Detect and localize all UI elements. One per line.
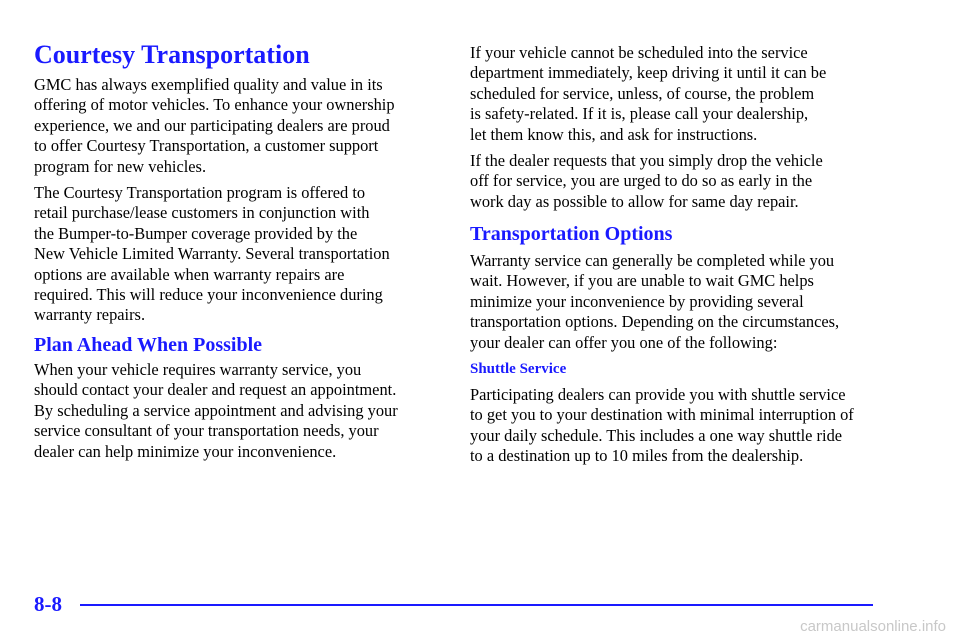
text-line: Participating dealers can provide you wi… xyxy=(470,385,846,404)
text-line: The Courtesy Transportation program is o… xyxy=(34,183,366,202)
text-line: offering of motor vehicles. To enhance y… xyxy=(34,95,395,115)
text-line: When your vehicle requires warranty serv… xyxy=(34,360,362,379)
text-line: to offer Courtesy Transportation, a cust… xyxy=(34,136,379,156)
text-line: to a destination up to 10 miles from the… xyxy=(470,446,804,466)
text-line: retail purchase/lease customers in conju… xyxy=(34,203,370,223)
text-line: transportation options. Depending on the… xyxy=(470,312,840,332)
sub-heading: Shuttle Service xyxy=(470,361,567,377)
text-line: your dealer can offer you one of the fol… xyxy=(470,332,778,352)
paragraph: When your vehicle requires warranty serv… xyxy=(34,360,398,462)
text-line: By scheduling a service appointment and … xyxy=(34,400,398,420)
text-line: scheduled for service, unless, of course… xyxy=(470,83,815,103)
paragraph: The Courtesy Transportation program is o… xyxy=(34,183,390,326)
text-line: to get you to your destination with mini… xyxy=(470,405,854,425)
text-line: dealer can help minimize your inconvenie… xyxy=(34,441,337,461)
paragraph: If the dealer requests that you simply d… xyxy=(470,151,823,212)
text-line: work day as possible to allow for same d… xyxy=(470,191,799,211)
text-line: warranty repairs. xyxy=(34,305,146,325)
paragraph: Warranty service can generally be comple… xyxy=(470,251,839,353)
text-line: your daily schedule. This includes a one… xyxy=(470,425,843,445)
page-title: Courtesy Transportation xyxy=(34,40,310,69)
watermark: carmanualsonline.info xyxy=(800,618,946,635)
text-line: experience, we and our participating dea… xyxy=(34,115,390,135)
text-line: required. This will reduce your inconven… xyxy=(34,285,383,305)
text-line: options are available when warranty repa… xyxy=(34,264,345,284)
paragraph: If your vehicle cannot be scheduled into… xyxy=(470,43,826,145)
text-line: should contact your dealer and request a… xyxy=(34,380,397,400)
footer-rule xyxy=(80,604,873,606)
text-line: New Vehicle Limited Warranty. Several tr… xyxy=(34,244,390,264)
paragraph: Participating dealers can provide you wi… xyxy=(470,385,854,467)
paragraph: GMC has always exemplified quality and v… xyxy=(34,75,395,177)
section-heading: Transportation Options xyxy=(470,223,673,245)
text-line: off for service, you are urged to do so … xyxy=(470,171,813,191)
text-line: department immediately, keep driving it … xyxy=(470,63,827,83)
text-line: minimize your inconvenience by providing… xyxy=(470,291,804,311)
text-line: Warranty service can generally be comple… xyxy=(470,251,835,270)
text-line: the Bumper-to-Bumper coverage provided b… xyxy=(34,223,358,243)
text-line: If your vehicle cannot be scheduled into… xyxy=(470,43,808,62)
section-heading: Plan Ahead When Possible xyxy=(34,334,263,356)
text-line: GMC has always exemplified quality and v… xyxy=(34,75,383,94)
page-number: 8-8 xyxy=(34,592,62,616)
text-line: If the dealer requests that you simply d… xyxy=(470,151,823,170)
text-line: service consultant of your transportatio… xyxy=(34,421,379,441)
text-line: wait. However, if you are unable to wait… xyxy=(470,271,814,291)
text-line: program for new vehicles. xyxy=(34,156,207,176)
text-line: let them know this, and ask for instruct… xyxy=(470,124,758,144)
text-line: is safety-related. If it is, please call… xyxy=(470,104,809,124)
